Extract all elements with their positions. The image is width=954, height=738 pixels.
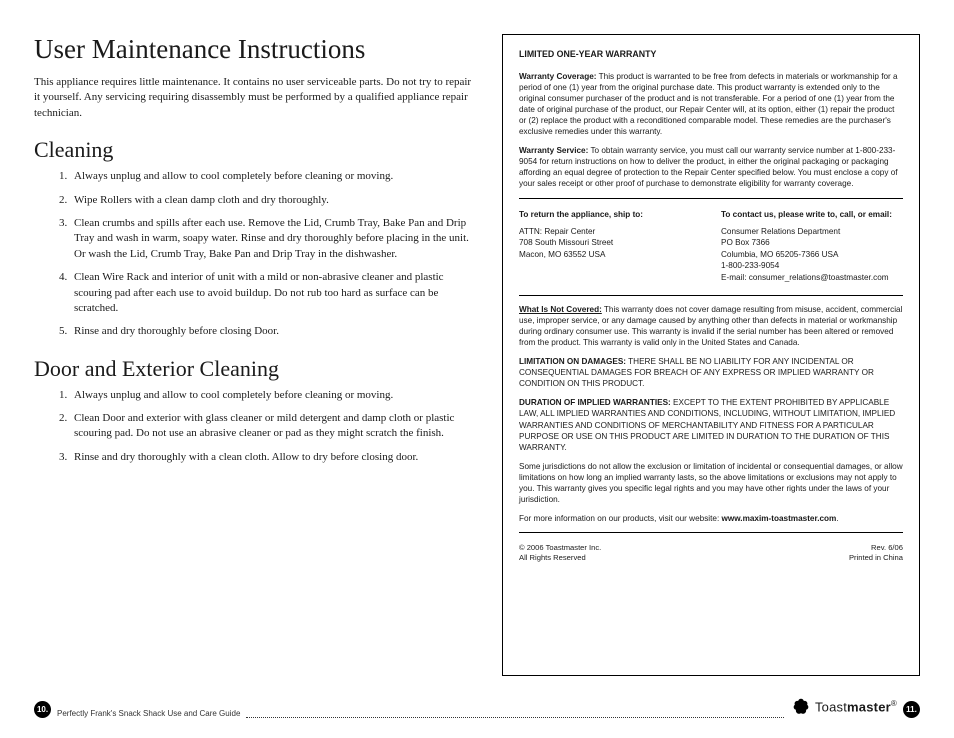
notcovered-label: What Is Not Covered: [519, 305, 602, 314]
contact-address: Consumer Relations Department PO Box 736… [721, 226, 903, 283]
brand-reg: ® [891, 699, 897, 708]
contact-column: To contact us, please write to, call, or… [721, 209, 903, 283]
moreinfo-suffix: . [836, 514, 838, 523]
list-item: Always unplug and allow to cool complete… [70, 169, 474, 184]
copyright-block: © 2006 Toastmaster Inc. All Rights Reser… [519, 543, 601, 564]
coverage-label: Warranty Coverage: [519, 72, 597, 81]
list-item: Clean crumbs and spills after each use. … [70, 216, 474, 262]
ship-heading: To return the appliance, ship to: [519, 209, 701, 220]
brand-light: Toast [815, 700, 847, 715]
guide-title: Perfectly Frank's Snack Shack Use and Ca… [57, 709, 240, 718]
divider [519, 532, 903, 533]
list-item: Rinse and dry thoroughly with a clean cl… [70, 450, 474, 465]
limitation-damages: LIMITATION ON DAMAGES: THERE SHALL BE NO… [519, 356, 903, 389]
duration-warranties: DURATION OF IMPLIED WARRANTIES: EXCEPT T… [519, 397, 903, 452]
addr-line: 1-800-233-9054 [721, 260, 903, 271]
list-item: Always unplug and allow to cool complete… [70, 388, 474, 403]
limitation-label: LIMITATION ON DAMAGES: [519, 357, 626, 366]
brand-logo: Toastmaster® [790, 696, 897, 718]
brand-bold: master [847, 700, 891, 715]
page-number-right: 11. [903, 701, 920, 718]
moreinfo-site: www.maxim-toastmaster.com [722, 514, 837, 523]
warranty-service: Warranty Service: To obtain warranty ser… [519, 145, 903, 189]
list-item: Clean Door and exterior with glass clean… [70, 411, 474, 442]
intro-paragraph: This appliance requires little maintenan… [34, 75, 474, 121]
left-column: User Maintenance Instructions This appli… [34, 34, 474, 676]
warranty-footer: © 2006 Toastmaster Inc. All Rights Reser… [519, 543, 903, 564]
cleaning-list: Always unplug and allow to cool complete… [34, 169, 474, 340]
addr-line: Consumer Relations Department [721, 226, 903, 237]
warranty-box: LIMITED ONE-YEAR WARRANTY Warranty Cover… [502, 34, 920, 676]
list-item: Clean Wire Rack and interior of unit wit… [70, 270, 474, 316]
divider [519, 198, 903, 199]
copyright-text: © 2006 Toastmaster Inc. [519, 543, 601, 553]
contact-heading: To contact us, please write to, call, or… [721, 209, 903, 220]
ship-to-column: To return the appliance, ship to: ATTN: … [519, 209, 701, 283]
addr-line: Columbia, MO 65205-7366 USA [721, 249, 903, 260]
list-item: Rinse and dry thoroughly before closing … [70, 324, 474, 339]
list-item: Wipe Rollers with a clean damp cloth and… [70, 193, 474, 208]
more-info: For more information on our products, vi… [519, 513, 903, 524]
door-list: Always unplug and allow to cool complete… [34, 388, 474, 466]
toastmaster-icon [790, 696, 812, 718]
door-heading: Door and Exterior Cleaning [34, 356, 474, 382]
addr-line: ATTN: Repair Center [519, 226, 701, 237]
divider [519, 295, 903, 296]
page-number-left: 10. [34, 701, 51, 718]
addr-line: Macon, MO 63552 USA [519, 249, 701, 260]
moreinfo-prefix: For more information on our products, vi… [519, 514, 722, 523]
ship-address: ATTN: Repair Center 708 South Missouri S… [519, 226, 701, 260]
printed-text: Printed in China [849, 553, 903, 563]
addr-line: E-mail: consumer_relations@toastmaster.c… [721, 272, 903, 283]
duration-label: DURATION OF IMPLIED WARRANTIES: [519, 398, 671, 407]
rights-text: All Rights Reserved [519, 553, 601, 563]
service-label: Warranty Service: [519, 146, 588, 155]
cleaning-heading: Cleaning [34, 137, 474, 163]
address-row: To return the appliance, ship to: ATTN: … [519, 207, 903, 289]
jurisdiction-text: Some jurisdictions do not allow the excl… [519, 461, 903, 505]
addr-line: 708 South Missouri Street [519, 237, 701, 248]
warranty-title: LIMITED ONE-YEAR WARRANTY [519, 49, 903, 61]
addr-line: PO Box 7366 [721, 237, 903, 248]
footer-dotted-line [246, 704, 784, 718]
rev-block: Rev. 6/06 Printed in China [849, 543, 903, 564]
not-covered: What Is Not Covered: This warranty does … [519, 304, 903, 348]
rev-text: Rev. 6/06 [849, 543, 903, 553]
main-heading: User Maintenance Instructions [34, 34, 474, 65]
coverage-text: This product is warranted to be free fro… [519, 72, 898, 136]
brand-text: Toastmaster® [815, 699, 897, 714]
warranty-coverage: Warranty Coverage: This product is warra… [519, 71, 903, 137]
page-footer: 10. Perfectly Frank's Snack Shack Use an… [0, 696, 954, 718]
